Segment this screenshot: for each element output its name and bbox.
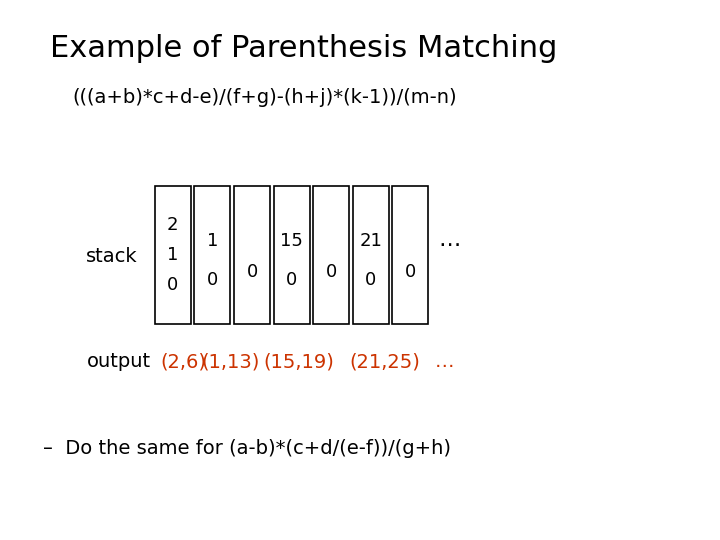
Bar <box>274 186 310 324</box>
Text: 2: 2 <box>167 216 179 234</box>
Bar <box>194 186 230 324</box>
Text: output: output <box>86 352 150 372</box>
Text: …: … <box>438 230 462 251</box>
Bar <box>155 186 191 324</box>
Text: stack: stack <box>86 247 138 266</box>
Text: 0: 0 <box>207 271 218 289</box>
Text: (((a+b)*c+d-e)/(f+g)-(h+j)*(k-1))/(m-n): (((a+b)*c+d-e)/(f+g)-(h+j)*(k-1))/(m-n) <box>72 87 456 107</box>
Text: 0: 0 <box>405 262 416 281</box>
Bar <box>313 186 349 324</box>
Text: …: … <box>435 352 455 372</box>
Text: 1: 1 <box>207 232 218 251</box>
Text: 0: 0 <box>365 271 377 289</box>
Text: 0: 0 <box>246 262 258 281</box>
Text: 21: 21 <box>359 232 382 251</box>
Text: (15,19): (15,19) <box>264 352 334 372</box>
Text: –  Do the same for (a-b)*(c+d/(e-f))/(g+h): – Do the same for (a-b)*(c+d/(e-f))/(g+h… <box>43 438 451 458</box>
Text: 0: 0 <box>167 276 179 294</box>
Text: 0: 0 <box>325 262 337 281</box>
Text: 1: 1 <box>167 246 179 264</box>
Text: 15: 15 <box>280 232 303 251</box>
Text: (2,6): (2,6) <box>161 352 207 372</box>
Bar <box>234 186 270 324</box>
Bar <box>353 186 389 324</box>
Bar <box>392 186 428 324</box>
Text: Example of Parenthesis Matching: Example of Parenthesis Matching <box>50 34 558 63</box>
Text: 0: 0 <box>286 271 297 289</box>
Text: (21,25): (21,25) <box>350 352 420 372</box>
Text: (1,13): (1,13) <box>201 352 260 372</box>
